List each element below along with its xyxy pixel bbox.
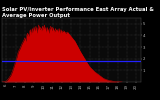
Text: Solar PV/Inverter Performance East Array Actual & Average Power Output: Solar PV/Inverter Performance East Array… <box>2 7 153 18</box>
